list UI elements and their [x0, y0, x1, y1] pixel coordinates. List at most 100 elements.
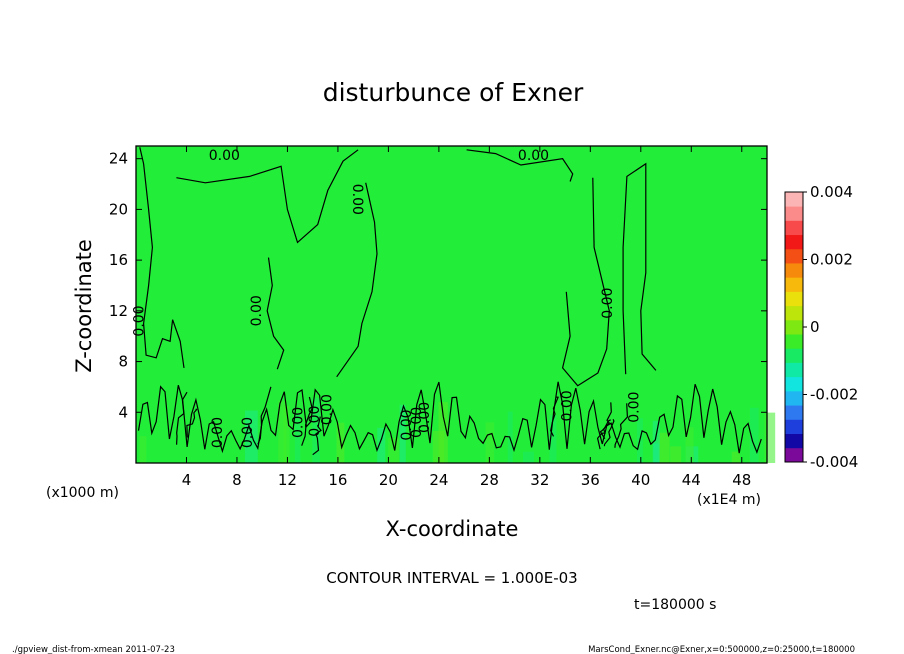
plot-area: 0.00 0.000.000.00 0.00 0.000.00 0.00 0.00 0.00… [132, 145, 776, 464]
colorbar-cell [785, 263, 803, 278]
colorbar-cell [785, 206, 803, 221]
contour-line [137, 381, 762, 454]
colorbar-cell [785, 447, 803, 463]
contour-label: 0.00 [600, 288, 616, 319]
contour-label: 0.00 [349, 184, 365, 215]
contour-label: 0.00 [626, 392, 642, 423]
x-tick-label: 32 [530, 471, 549, 489]
colorbar-tick-label: -0.002 [810, 386, 858, 404]
colorbar-cell [785, 319, 803, 335]
contour-line [603, 419, 615, 447]
x-tick-label: 24 [429, 471, 448, 489]
y-axis-label: Z-coordinate [72, 239, 96, 373]
x-tick-label: 16 [328, 471, 347, 489]
colorbar-ticks: 0.004 0.002 0 -0.002 -0.004 [803, 183, 858, 471]
colorbar: 0.004 0.002 0 -0.002 -0.004 [784, 183, 858, 471]
colorbar-cell [785, 334, 803, 349]
contour-line [599, 402, 612, 440]
x-tick-label: 8 [232, 471, 242, 489]
shading-patch [652, 420, 660, 463]
contour-label: 0.00 [132, 305, 148, 336]
contour-line [614, 403, 629, 448]
colorbar-cell [785, 419, 803, 434]
colorbar-tick-label: 0.004 [810, 183, 853, 201]
contour-line [139, 147, 185, 368]
colorbar-cell [785, 248, 803, 264]
contour-interval-text: CONTOUR INTERVAL = 1.000E-03 [326, 569, 577, 587]
shading-patch [549, 415, 557, 463]
x-tick-label: 48 [732, 471, 751, 489]
contour-label: 0.00 [240, 417, 256, 448]
colorbar-cell [785, 376, 803, 392]
colorbar-cell [785, 291, 803, 307]
x-tick-label: 40 [631, 471, 650, 489]
field-shading [139, 397, 776, 463]
shading-patch [139, 436, 147, 463]
contour-line [257, 386, 272, 445]
shading-patch [670, 446, 682, 463]
x-axis: 4 8 12 16 20 24 28 32 36 40 44 48 [182, 146, 751, 489]
y-tick-label: 20 [109, 200, 128, 218]
footer-right: MarsCond_Exner.nc@Exner,x=0:500000,z=0:2… [588, 645, 855, 654]
shading-patch [432, 431, 445, 463]
colorbar-cell [785, 433, 803, 449]
contour-line [550, 396, 559, 437]
shading-patch [658, 432, 670, 463]
contour-line [266, 257, 285, 370]
colorbar-cell [785, 234, 803, 250]
time-text: t=180000 s [634, 597, 716, 613]
contour-lines [137, 147, 762, 456]
contour-line [336, 182, 378, 378]
shading-patch [764, 412, 776, 463]
contour-label: 0.00 [209, 148, 240, 164]
colorbar-tick-label: 0.002 [810, 251, 853, 269]
shading-patch [377, 427, 386, 463]
shading-patch [485, 422, 495, 463]
x-tick-label: 36 [581, 471, 600, 489]
shading-patch [731, 451, 741, 463]
contour-line [312, 416, 322, 456]
colorbar-cell [785, 192, 803, 207]
y-tick-label: 24 [109, 150, 128, 168]
colorbar-cell [785, 362, 803, 378]
chart-title: disturbunce of Exner [323, 78, 584, 107]
x-tick-label: 20 [379, 471, 398, 489]
shading-patch [749, 407, 759, 463]
plot-background [136, 146, 767, 463]
shading-patch [278, 400, 287, 463]
contour-line [176, 149, 359, 244]
plot-frame [135, 145, 768, 464]
colorbar-tick-label: 0 [810, 318, 820, 336]
contour-line [301, 396, 313, 446]
colorbar-tick-label: -0.004 [810, 453, 858, 471]
shading-patch [438, 402, 448, 463]
contour-line [466, 149, 574, 182]
shading-patch [294, 412, 301, 463]
y-tick-label: 12 [109, 302, 128, 320]
contour-line [561, 177, 610, 387]
contour-label: 0.00 [559, 390, 575, 421]
footer-left: ./gpview_dist-from-xmean 2011-07-23 [12, 645, 175, 654]
x-tick-label: 44 [682, 471, 701, 489]
contour-label: 0.00 [249, 295, 265, 326]
contour-line [622, 162, 657, 375]
contour-label: 0.00 [291, 407, 307, 438]
contour-label: 0.00 [320, 394, 336, 425]
colorbar-cell [785, 390, 803, 406]
contour-label: 0.00 [409, 407, 425, 438]
x-unit-label: (x1E4 m) [697, 492, 761, 508]
contour-label: 0.00 [210, 417, 226, 448]
x-tick-label: 12 [278, 471, 297, 489]
y-tick-label: 8 [118, 353, 128, 371]
x-axis-label: X-coordinate [386, 517, 519, 541]
shading-patch [312, 397, 320, 463]
contour-label: 0.00 [307, 406, 323, 437]
contour-label: 0.00 [399, 409, 415, 440]
shading-patch [283, 405, 290, 463]
contour-label: 0.00 [417, 402, 433, 433]
y-unit-label: (x1000 m) [46, 485, 119, 501]
colorbar-cell [785, 305, 803, 321]
colorbar-cell [785, 405, 803, 420]
contour-line [176, 391, 188, 445]
